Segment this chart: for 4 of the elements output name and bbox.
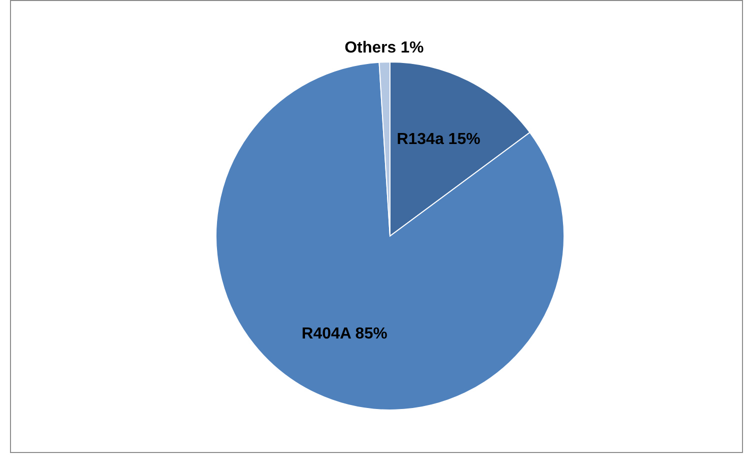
slice-label: R134a 15% [396,131,480,148]
slice-label: Others 1% [344,40,424,57]
slice-label: R404A 85% [302,325,388,342]
pie-slice [216,62,564,410]
